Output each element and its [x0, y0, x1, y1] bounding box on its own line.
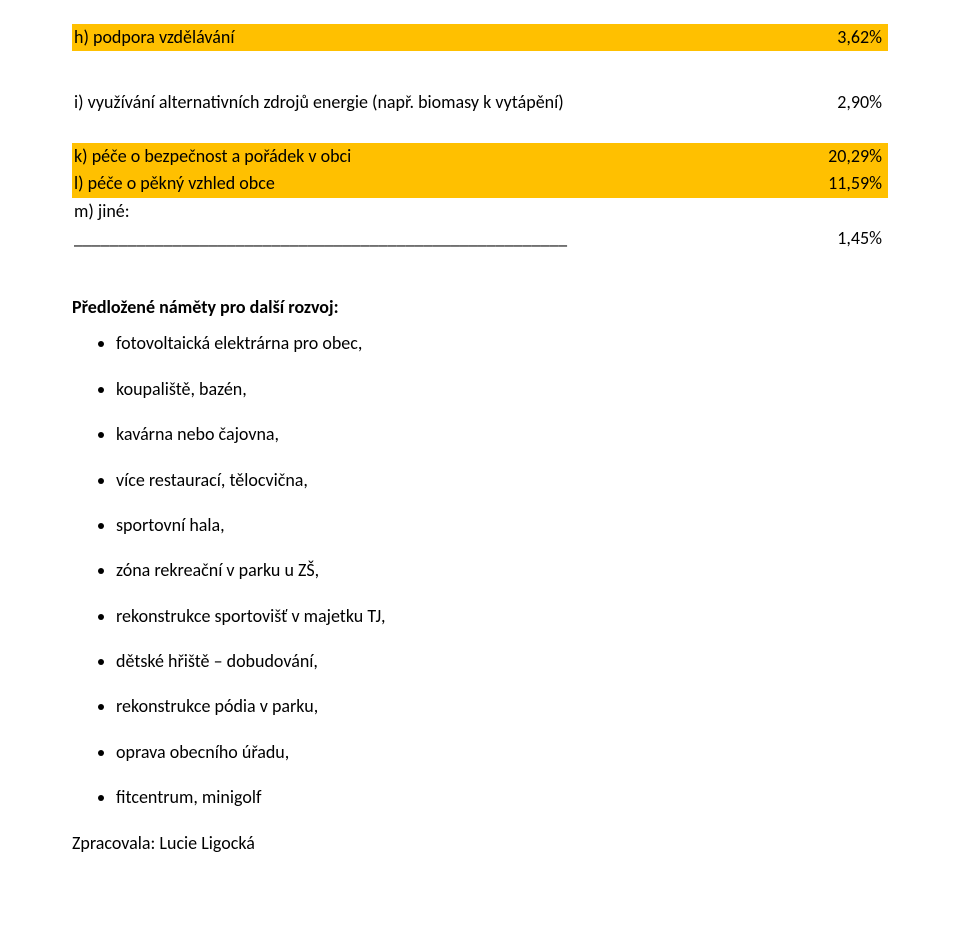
row-k-pct: 20,29%: [802, 145, 888, 168]
bullet-list: fotovoltaická elektrárna pro obec, koupa…: [72, 332, 888, 809]
list-item: fotovoltaická elektrárna pro obec,: [116, 332, 888, 355]
list-item: dětské hřiště – dobudování,: [116, 650, 888, 673]
list-item: sportovní hala,: [116, 514, 888, 537]
list-item: oprava obecního úřadu,: [116, 741, 888, 764]
row-i-label: i) využívání alternativních zdrojů energ…: [74, 91, 802, 114]
page: h) podpora vzdělávání 3,62% i) využívání…: [0, 0, 960, 894]
list-item: více restaurací, tělocvična,: [116, 469, 888, 492]
footer-author: Zpracovala: Lucie Ligocká: [72, 832, 888, 854]
row-h-label: h) podpora vzdělávání: [74, 26, 802, 49]
spacer: [72, 117, 888, 143]
row-k: k) péče o bezpečnost a pořádek v obci 20…: [72, 143, 888, 170]
row-m-label-text: m) jiné:: [74, 200, 802, 223]
row-l: l) péče o pěkný vzhled obce 11,59%: [72, 170, 888, 197]
section-title: Předložené náměty pro další rozvoj:: [72, 296, 888, 318]
list-item: kavárna nebo čajovna,: [116, 423, 888, 446]
row-i: i) využívání alternativních zdrojů energ…: [72, 89, 888, 116]
row-l-label: l) péče o pěkný vzhled obce: [74, 172, 802, 195]
row-h-pct: 3,62%: [802, 26, 888, 49]
row-m-fill: ________________________________________…: [72, 225, 888, 252]
spacer: [72, 51, 888, 89]
list-item: fitcentrum, minigolf: [116, 786, 888, 809]
row-h: h) podpora vzdělávání 3,62%: [72, 24, 888, 51]
row-k-label: k) péče o bezpečnost a pořádek v obci: [74, 145, 802, 168]
list-item: zóna rekreační v parku u ZŠ,: [116, 559, 888, 582]
row-m-fill-pct: 1,45%: [802, 227, 888, 250]
list-item: rekonstrukce pódia v parku,: [116, 695, 888, 718]
row-l-pct: 11,59%: [802, 172, 888, 195]
spacer: [72, 252, 888, 290]
row-m-label: m) jiné:: [72, 198, 888, 225]
list-item: rekonstrukce sportovišť v majetku TJ,: [116, 605, 888, 628]
row-i-pct: 2,90%: [802, 91, 888, 114]
list-item: koupaliště, bazén,: [116, 378, 888, 401]
row-m-fill-line: ________________________________________…: [74, 227, 802, 250]
